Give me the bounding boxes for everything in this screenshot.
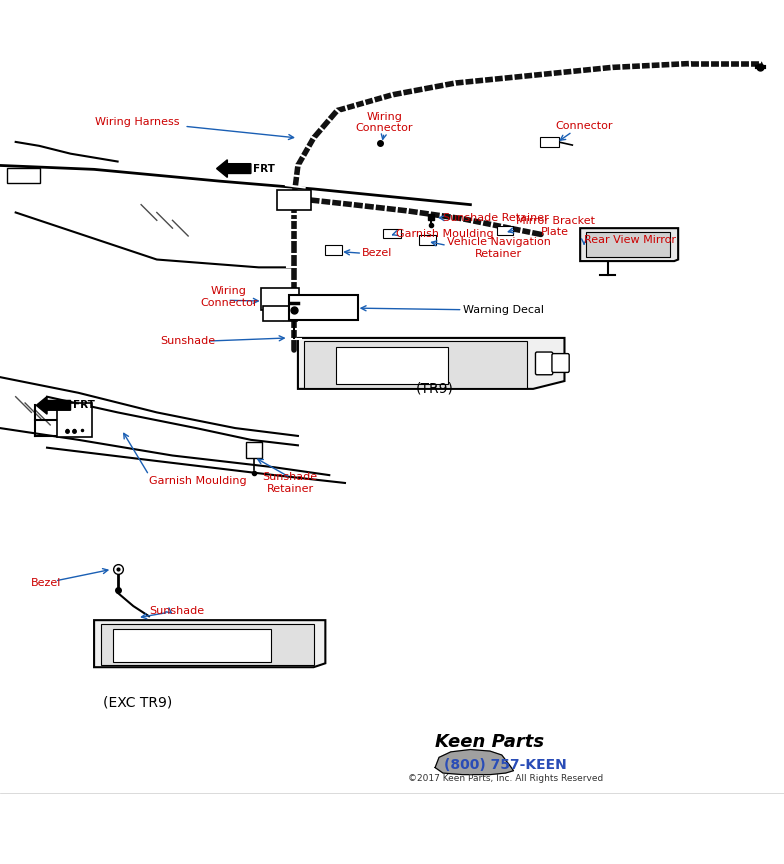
Text: Mirror Bracket
Plate: Mirror Bracket Plate [516,216,595,238]
FancyBboxPatch shape [325,245,342,255]
Polygon shape [435,750,514,775]
Text: Keen Parts: Keen Parts [435,733,545,751]
FancyBboxPatch shape [586,232,670,257]
FancyArrow shape [36,397,71,414]
FancyBboxPatch shape [246,442,262,458]
FancyBboxPatch shape [336,346,448,384]
FancyBboxPatch shape [277,190,311,210]
Text: Vehicle Navigation
Retainer: Vehicle Navigation Retainer [447,237,550,258]
Text: Sunshade: Sunshade [161,336,216,346]
Polygon shape [94,620,325,667]
FancyBboxPatch shape [7,168,40,183]
Text: FRT: FRT [252,163,274,174]
FancyBboxPatch shape [535,352,553,375]
FancyBboxPatch shape [383,229,401,238]
FancyArrow shape [216,160,251,177]
FancyBboxPatch shape [289,295,358,320]
FancyBboxPatch shape [540,137,559,147]
Text: Wiring
Connector: Wiring Connector [355,111,413,133]
Polygon shape [298,338,564,389]
Text: Garnish Moulding: Garnish Moulding [396,229,494,238]
Text: Bezel: Bezel [31,577,62,588]
Text: (TR9): (TR9) [416,382,454,396]
Text: ©2017 Keen Parts, Inc. All Rights Reserved: ©2017 Keen Parts, Inc. All Rights Reserv… [408,774,604,783]
FancyBboxPatch shape [101,624,314,665]
Text: (EXC TR9): (EXC TR9) [103,696,172,709]
FancyBboxPatch shape [419,235,436,245]
FancyBboxPatch shape [57,403,92,437]
Text: Bezel: Bezel [362,248,393,258]
FancyBboxPatch shape [263,306,297,321]
FancyBboxPatch shape [261,288,299,310]
Text: Rear View Mirror: Rear View Mirror [584,235,676,245]
Text: Sunshade: Sunshade [149,606,204,616]
Text: FRT: FRT [72,400,94,410]
Text: (800) 757-KEEN: (800) 757-KEEN [445,759,567,772]
FancyBboxPatch shape [497,226,513,235]
Text: Connector: Connector [555,121,613,131]
Text: Sunshade
Retainer: Sunshade Retainer [263,472,318,493]
FancyBboxPatch shape [113,629,271,662]
Polygon shape [580,228,678,261]
FancyBboxPatch shape [304,341,527,388]
Text: Sunshade Retainer: Sunshade Retainer [443,213,549,223]
FancyBboxPatch shape [552,353,569,372]
Text: Warning Decal: Warning Decal [463,305,543,314]
Text: Wiring
Connector: Wiring Connector [200,286,257,308]
Text: Wiring Harness: Wiring Harness [95,118,180,127]
Text: Garnish Moulding: Garnish Moulding [149,475,247,486]
